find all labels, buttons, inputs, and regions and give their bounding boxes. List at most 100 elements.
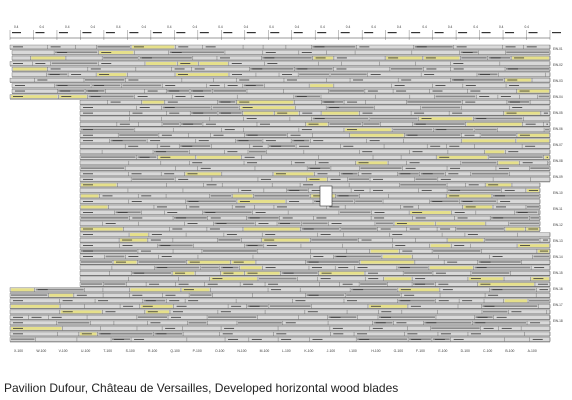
- grid-tag: [364, 32, 374, 34]
- bottom-label: F-100: [416, 349, 425, 353]
- blade-shade: [139, 56, 192, 59]
- blade-highlight: [142, 100, 164, 104]
- grid-tag: [340, 32, 350, 34]
- blade-shade: [341, 228, 377, 230]
- blade-tag: [528, 189, 538, 191]
- blade-tag: [178, 46, 189, 48]
- blade-tag: [453, 63, 464, 64]
- blade-tag: [316, 217, 327, 219]
- blade-tag: [483, 327, 494, 329]
- blade-shade: [81, 156, 136, 158]
- blade-shade: [162, 106, 211, 109]
- blade-tag: [361, 173, 372, 175]
- blade-tag: [439, 156, 450, 158]
- blade-tag: [128, 256, 139, 257]
- blade-tag: [520, 245, 531, 246]
- blade-shade: [119, 134, 158, 136]
- blade-tag: [361, 239, 372, 241]
- blade-shade: [262, 56, 312, 59]
- blade-tag: [122, 239, 133, 241]
- blade-shade: [346, 294, 401, 296]
- blade-tag: [494, 195, 505, 197]
- blade-highlight: [462, 139, 515, 143]
- right-label: EW-13: [553, 239, 563, 243]
- top-label: 0.4: [142, 25, 147, 29]
- blade-shade: [355, 200, 383, 203]
- blade-shade: [88, 95, 134, 98]
- blade-tag: [295, 300, 306, 302]
- blade-shade: [548, 161, 549, 164]
- blade-row: [9, 44, 551, 50]
- top-label: 0.4: [295, 25, 300, 29]
- blade-tag: [71, 74, 82, 75]
- blade-tag: [454, 212, 465, 213]
- blade-tag: [314, 46, 325, 48]
- blade-shade: [526, 205, 539, 208]
- blade-tag: [213, 134, 224, 136]
- blade-tag: [260, 178, 271, 180]
- blade-tag: [450, 189, 461, 191]
- blade-highlight: [273, 172, 314, 176]
- blade-tag: [122, 245, 133, 246]
- grid-tag: [481, 32, 491, 34]
- blade-tag: [394, 85, 405, 86]
- blade-shade: [312, 117, 369, 120]
- right-label: EW-02: [553, 63, 563, 67]
- blade-highlight: [447, 194, 491, 198]
- blade-tag: [231, 63, 242, 64]
- right-label: EW-16: [553, 287, 563, 291]
- blade-shade: [203, 211, 252, 214]
- blade-tag: [147, 90, 158, 92]
- blade-tag: [101, 63, 112, 64]
- blade-tag: [175, 96, 186, 97]
- blade-tag: [110, 101, 121, 103]
- blade-tag: [151, 234, 162, 235]
- blade-tag: [347, 101, 358, 103]
- blade-tag: [280, 223, 291, 224]
- blade-tag: [83, 212, 93, 213]
- blade-shade: [415, 178, 437, 181]
- blade-tag: [290, 134, 301, 136]
- top-label: 0.4: [244, 25, 249, 29]
- blade-highlight: [504, 299, 528, 303]
- blade-tag: [312, 338, 323, 340]
- blade-row: [79, 144, 551, 149]
- blade-shade: [492, 194, 539, 197]
- blade-tag: [246, 118, 257, 120]
- blade-tag: [294, 162, 305, 164]
- blade-tag: [220, 112, 231, 114]
- grid-tag: [82, 32, 92, 34]
- blade-highlight: [11, 95, 58, 99]
- blade-tag: [83, 134, 93, 136]
- blade-tag: [336, 57, 347, 59]
- blade-highlight: [130, 288, 180, 292]
- blade-shade: [456, 228, 504, 230]
- blade-tag: [183, 123, 194, 125]
- blade-tag: [105, 311, 116, 313]
- blade-shade: [448, 189, 501, 192]
- blade-tag: [314, 118, 325, 120]
- blade-shade: [334, 255, 381, 258]
- grid-tag: [199, 32, 209, 34]
- blade-tag: [165, 327, 176, 329]
- blade-tag: [400, 300, 411, 302]
- blade-tag: [338, 267, 349, 269]
- blade-highlight: [13, 67, 47, 71]
- blade-tag: [15, 90, 25, 92]
- top-label: 0.4: [524, 25, 529, 29]
- blade-tag: [50, 68, 61, 70]
- grid-tag: [528, 32, 538, 34]
- blade-tag: [464, 134, 475, 136]
- blade-tag: [358, 162, 369, 164]
- blade-tag: [239, 201, 250, 202]
- blade-tag: [308, 261, 319, 263]
- blade-tag: [174, 68, 185, 70]
- blade-highlight: [240, 106, 295, 110]
- blade-tag: [187, 173, 198, 175]
- blade-tag: [137, 96, 148, 97]
- blade-tag: [160, 245, 171, 246]
- blade-tag: [500, 96, 511, 97]
- blade-tag: [440, 228, 451, 230]
- blade-tag: [504, 189, 515, 191]
- blade-highlight: [356, 161, 388, 165]
